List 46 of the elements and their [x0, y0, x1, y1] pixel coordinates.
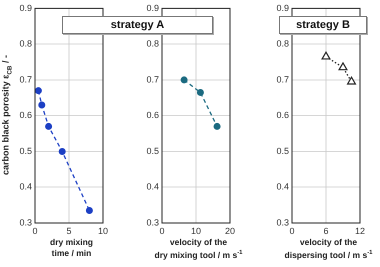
- x-tick-label: 12: [354, 226, 365, 236]
- y-tick-label: 0.3: [146, 217, 159, 228]
- y-tick-label: 0.3: [19, 217, 32, 228]
- y-tick-label: 0.4: [276, 182, 289, 192]
- y-tick-label: 0.9: [19, 2, 32, 13]
- x-tick-label: 0: [32, 226, 38, 236]
- label-box: strategy B: [279, 16, 367, 34]
- x-tick-label: 20: [224, 226, 235, 236]
- point: [214, 122, 221, 130]
- y-tick-label: 0.5: [276, 146, 289, 156]
- label-box: strategy A: [62, 16, 213, 34]
- y-tick-label: 0.5: [146, 146, 159, 156]
- point: [180, 76, 188, 84]
- point: [38, 101, 46, 108]
- x-tick-label: 10: [98, 226, 108, 236]
- y-tick-label: 0.4: [19, 182, 32, 192]
- y-tick-label: 0.7: [19, 74, 32, 84]
- x-axis-title: dry mixing time / min: [49, 237, 94, 259]
- y-tick-label: 0.9: [276, 2, 289, 13]
- y-tick-label: 0.3: [276, 217, 289, 228]
- y-tick-label: 0.4: [146, 182, 159, 192]
- point: [86, 206, 93, 214]
- y-tick-label: 0.9: [146, 2, 159, 13]
- x-tick-label: 0: [159, 226, 165, 236]
- point: [322, 52, 330, 60]
- point: [338, 62, 348, 70]
- point: [58, 148, 66, 155]
- y-tick-label: 0.7: [276, 74, 289, 84]
- x-tick-label: 0: [289, 226, 295, 236]
- point: [45, 122, 52, 130]
- y-tick-label: 0.7: [146, 74, 159, 84]
- y-tick-label: 0.6: [19, 110, 32, 120]
- x-tick-label: 5: [66, 226, 72, 236]
- x-tick-label: 6: [323, 226, 329, 236]
- point: [196, 88, 204, 96]
- y-tick-label: 0.8: [19, 38, 32, 49]
- y-tick-label: 0.8: [146, 38, 159, 49]
- y-tick-label: 0.6: [146, 110, 159, 120]
- point: [347, 76, 356, 85]
- x-tick-label: 10: [190, 226, 202, 236]
- x-axis-title: velocity of the dry mixing tool / m s$^{-1}$: [154, 237, 244, 261]
- point: [35, 87, 42, 94]
- y-tick-label: 0.5: [19, 146, 32, 156]
- y-tick-label: 0.8: [276, 38, 289, 49]
- y-tick-label: 0.6: [276, 110, 289, 120]
- x-axis-title: velocity of the dispersing tool / m s$^{-1}$: [284, 237, 374, 261]
